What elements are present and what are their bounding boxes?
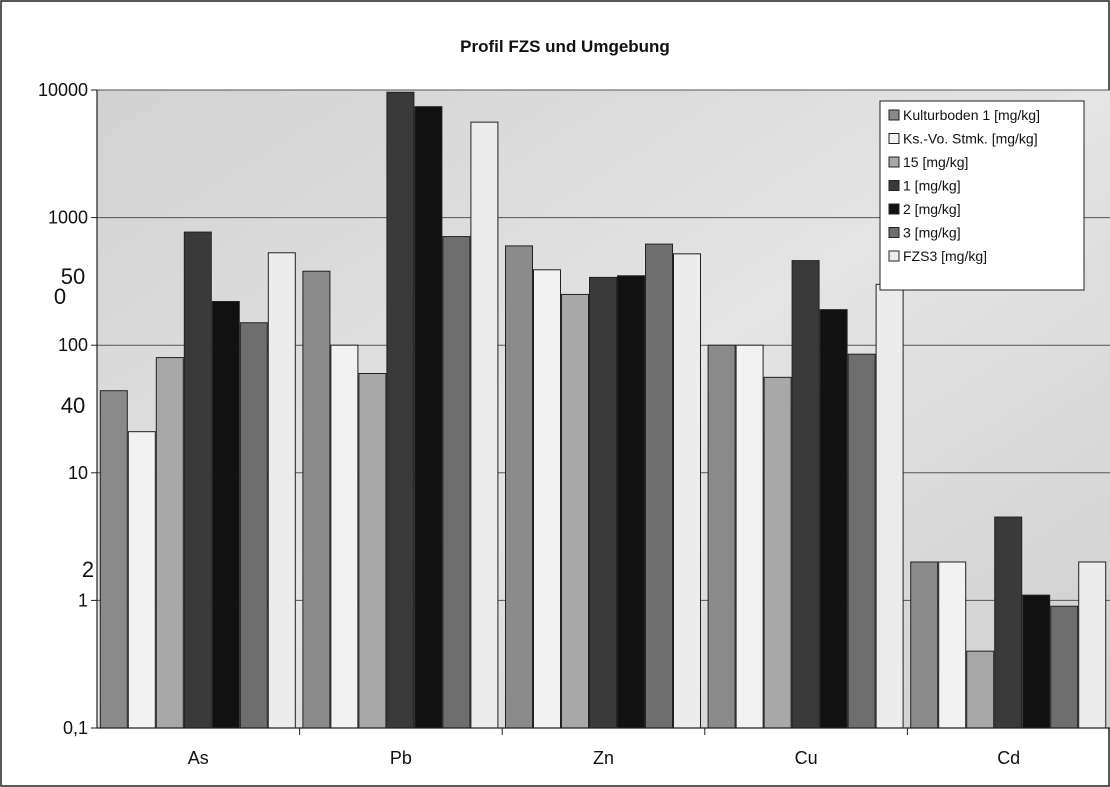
bar <box>910 561 939 729</box>
bar <box>1078 561 1107 729</box>
stray-label: 40 <box>61 393 85 418</box>
bar <box>127 431 156 729</box>
bar <box>673 253 701 729</box>
category-label: Zn <box>593 748 614 768</box>
y-tick-label: 1000 <box>48 208 88 228</box>
y-tick-labels: 0,1 1 10 100 1000 10000 <box>38 80 88 738</box>
bar <box>505 245 533 729</box>
legend-swatch <box>888 250 900 262</box>
category-label: As <box>188 748 209 768</box>
bar <box>645 243 673 729</box>
bar <box>617 275 645 729</box>
category-label: Cd <box>997 748 1020 768</box>
bar <box>183 231 212 729</box>
bar <box>414 106 443 729</box>
bars <box>99 91 1107 729</box>
legend-swatch <box>888 109 900 121</box>
y-tick-label: 100 <box>58 335 88 355</box>
bar <box>99 390 128 729</box>
category-label: Cu <box>795 748 818 768</box>
bar <box>707 344 736 729</box>
category-label: Pb <box>390 748 412 768</box>
bar <box>763 376 792 729</box>
legend-swatch <box>888 180 900 191</box>
stray-label: 0 <box>54 284 66 309</box>
legend-label: Kulturboden 1 [mg/kg] <box>903 107 1040 123</box>
legend-label: FZS3 [mg/kg] <box>903 248 987 264</box>
legend-label: 2 [mg/kg] <box>903 201 961 217</box>
bar <box>819 309 848 729</box>
bar <box>791 260 820 729</box>
bar <box>442 236 471 729</box>
legend-swatch <box>888 203 900 215</box>
bar <box>470 121 499 729</box>
bar <box>302 270 331 729</box>
y-tick-label: 0,1 <box>63 718 88 738</box>
bar <box>735 344 764 729</box>
legend-box <box>879 100 1085 291</box>
bar <box>1022 594 1051 729</box>
y-tick-label: 10 <box>68 463 88 483</box>
y-tick-label: 10000 <box>38 80 88 100</box>
bar <box>847 353 876 729</box>
legend-label: Ks.-Vo. Stmk. [mg/kg] <box>903 131 1038 147</box>
y-tick-label: 1 <box>78 590 88 610</box>
legend-swatch <box>888 133 900 144</box>
stray-label: 50 <box>61 264 85 289</box>
legend-swatch <box>888 227 900 238</box>
bar <box>533 269 561 729</box>
category-labels: As Pb Zn Cu Cd <box>188 748 1020 768</box>
bar <box>386 91 415 729</box>
bar <box>994 516 1023 729</box>
bar <box>358 373 387 729</box>
bar <box>589 276 617 729</box>
bar <box>267 252 296 729</box>
bar <box>1050 605 1079 729</box>
legend-label: 1 [mg/kg] <box>903 178 961 194</box>
legend-swatch <box>888 156 900 168</box>
bar <box>938 561 967 729</box>
axes <box>96 90 1110 735</box>
legend-label: 3 [mg/kg] <box>903 225 961 241</box>
bar <box>330 344 359 729</box>
bar <box>561 293 589 729</box>
stray-label: 2 <box>82 557 94 582</box>
chart-title: Profil FZS und Umgebung <box>460 37 670 56</box>
stray-labels: 2 40 500 <box>54 264 94 582</box>
legend-label: 15 [mg/kg] <box>903 154 968 170</box>
bar <box>875 283 904 729</box>
bar <box>155 357 184 729</box>
bar <box>239 322 268 729</box>
legend: Kulturboden 1 [mg/kg] Ks.-Vo. Stmk. [mg/k… <box>879 100 1085 291</box>
bar <box>966 650 995 729</box>
bar <box>211 301 240 729</box>
